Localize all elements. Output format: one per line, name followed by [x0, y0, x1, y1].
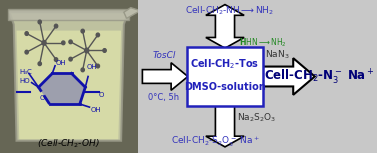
Text: Cell-CH$_2$-S$_2$O$_3^-$ Na$^+$: Cell-CH$_2$-S$_2$O$_3^-$ Na$^+$ — [171, 135, 260, 149]
Bar — [8, 9, 129, 20]
Text: OH: OH — [55, 60, 66, 66]
Text: DMSO-solution: DMSO-solution — [184, 82, 266, 92]
Text: Cell-CH$_2$-NH$\longrightarrow$NH$_2$: Cell-CH$_2$-NH$\longrightarrow$NH$_2$ — [185, 4, 274, 17]
Text: Cell-CH$_2$-N$_3^-$ Na$^+$: Cell-CH$_2$-N$_3^-$ Na$^+$ — [264, 67, 375, 86]
Text: Na$_2$S$_2$O$_3$: Na$_2$S$_2$O$_3$ — [237, 112, 276, 124]
Text: (Cell-CH$_2$-OH): (Cell-CH$_2$-OH) — [37, 138, 100, 150]
Polygon shape — [10, 12, 128, 141]
Text: O: O — [40, 95, 45, 101]
Polygon shape — [206, 105, 244, 147]
Circle shape — [81, 68, 84, 72]
Circle shape — [96, 64, 100, 68]
Circle shape — [25, 50, 28, 54]
Text: Cell-CH$_2$-Tos: Cell-CH$_2$-Tos — [190, 57, 260, 71]
Circle shape — [103, 49, 106, 52]
Circle shape — [38, 20, 41, 24]
Polygon shape — [17, 31, 121, 139]
Circle shape — [84, 48, 89, 53]
Text: H₃C: H₃C — [20, 69, 32, 75]
Text: $\mathbf{H}$HN$\longrightarrow$NH$_2$: $\mathbf{H}$HN$\longrightarrow$NH$_2$ — [239, 37, 287, 49]
Text: 0°C, 5h: 0°C, 5h — [149, 93, 179, 102]
Circle shape — [54, 24, 58, 28]
Text: NaN$_3$: NaN$_3$ — [265, 49, 290, 61]
Polygon shape — [262, 58, 315, 95]
Circle shape — [42, 41, 46, 45]
FancyBboxPatch shape — [187, 47, 263, 106]
Circle shape — [69, 57, 72, 61]
Circle shape — [62, 41, 65, 45]
Text: OH: OH — [87, 64, 97, 70]
Text: OH: OH — [91, 107, 101, 113]
Circle shape — [96, 33, 100, 37]
Text: HO: HO — [20, 78, 30, 84]
Circle shape — [54, 58, 58, 61]
Polygon shape — [124, 8, 140, 18]
Text: TosCl: TosCl — [152, 51, 176, 60]
Polygon shape — [206, 5, 244, 48]
Circle shape — [81, 29, 84, 33]
Circle shape — [69, 40, 72, 44]
Polygon shape — [143, 63, 188, 90]
Text: O: O — [98, 92, 104, 98]
Polygon shape — [38, 73, 85, 104]
Circle shape — [38, 62, 41, 65]
Circle shape — [25, 32, 28, 35]
